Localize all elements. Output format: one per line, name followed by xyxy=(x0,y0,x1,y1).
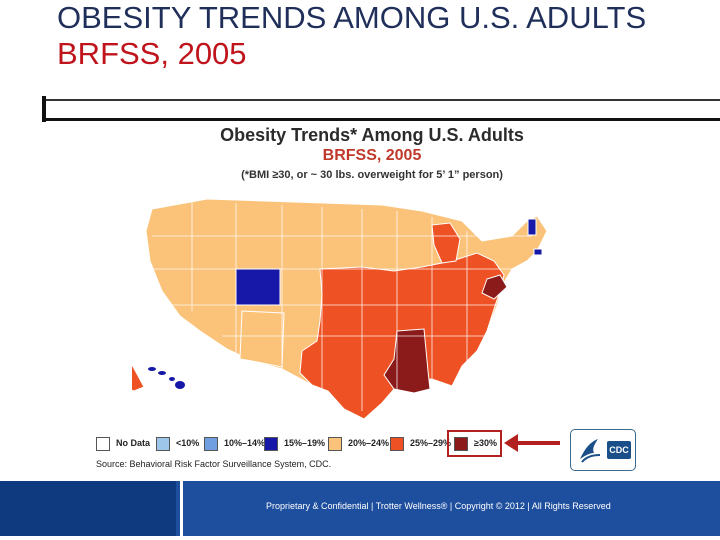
map-subtitle: BRFSS, 2005 xyxy=(322,147,422,164)
cdc-logo: CDC xyxy=(570,429,636,471)
legend-label: 10%–14% xyxy=(224,438,266,448)
map-region-hawaii xyxy=(148,367,185,389)
map-region-new-mexico xyxy=(239,310,285,368)
legend-label: 15%–19% xyxy=(284,438,326,448)
map-region-vermont xyxy=(527,218,537,236)
cdc-logo-text: CDC xyxy=(607,441,631,459)
map-region-michigan xyxy=(431,222,461,264)
legend-label: ≥30% xyxy=(474,438,497,448)
legend-swatch xyxy=(96,437,110,451)
map-region-colorado xyxy=(235,268,281,306)
slide-title: OBESITY TRENDS AMONG U.S. ADULTS BRFSS, … xyxy=(57,0,657,72)
us-obesity-map xyxy=(132,198,548,420)
title-accent-bar xyxy=(42,96,46,122)
footer-copyright: Proprietary & Confidential | Trotter Wel… xyxy=(266,501,611,511)
footer-divider xyxy=(180,481,183,536)
legend-swatch xyxy=(264,437,278,451)
map-region-mississippi-louisiana xyxy=(383,328,431,394)
map-panel: Obesity Trends* Among U.S. Adults BRFSS,… xyxy=(92,121,652,481)
map-note: (*BMI ≥30, or ~ 30 lbs. overweight for 5… xyxy=(241,169,503,181)
legend-label: 20%–24% xyxy=(348,438,390,448)
arrow-left-icon xyxy=(504,434,560,452)
footer-block xyxy=(0,481,176,536)
footer-bar: Proprietary & Confidential | Trotter Wel… xyxy=(0,481,720,540)
hhs-eagle-icon xyxy=(580,439,601,463)
legend-swatch xyxy=(204,437,218,451)
footer-rule xyxy=(0,536,720,540)
legend-swatch xyxy=(156,437,170,451)
map-region-west-virginia xyxy=(481,274,508,300)
legend-label: <10% xyxy=(176,438,200,448)
map-region-connecticut xyxy=(533,248,543,256)
legend-highlight-box xyxy=(447,430,502,457)
legend-swatch xyxy=(328,437,342,451)
map-title: Obesity Trends* Among U.S. Adults xyxy=(220,125,524,145)
title-rule-bottom xyxy=(42,118,720,121)
legend-label: No Data xyxy=(116,438,151,448)
map-source: Source: Behavioral Risk Factor Surveilla… xyxy=(96,459,332,469)
legend-swatch xyxy=(390,437,404,451)
map-state-borders xyxy=(152,201,532,411)
legend-swatch xyxy=(454,437,468,451)
title-rule-top xyxy=(42,99,720,101)
legend-label: 25%–29% xyxy=(410,438,452,448)
slide-title-line2: BRFSS, 2005 xyxy=(57,36,247,71)
slide-title-line1: OBESITY TRENDS AMONG U.S. ADULTS xyxy=(57,0,647,35)
map-region-alaska xyxy=(132,363,145,392)
